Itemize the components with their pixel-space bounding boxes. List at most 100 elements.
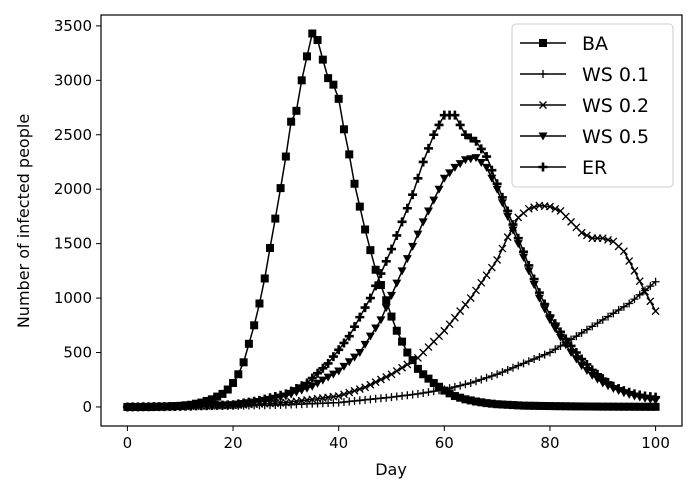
data-point-ws-0-5 [466, 155, 476, 164]
data-point-ws-0-5 [387, 291, 396, 300]
data-point-ws-0-5 [371, 324, 381, 333]
data-point-ba [419, 370, 428, 379]
data-point-ba [577, 402, 586, 411]
data-point-ba [514, 401, 523, 410]
data-point-ws-0-1 [408, 390, 417, 399]
data-point-ba [271, 214, 280, 223]
data-point-ba [318, 55, 327, 64]
data-point-ws-0-1 [477, 375, 486, 384]
data-point-er [497, 192, 507, 202]
data-point-ws-0-2 [403, 360, 412, 369]
data-point-ws-0-2 [445, 320, 454, 329]
data-point-ws-0-2 [641, 287, 649, 296]
data-point-er [614, 383, 624, 393]
data-point-ba [218, 389, 227, 398]
data-point-ws-0-5 [571, 355, 581, 364]
data-point-er [323, 358, 333, 368]
data-point-ba [276, 184, 285, 193]
data-point-ba [324, 74, 333, 83]
data-point-ws-0-2 [366, 380, 375, 389]
data-point-ws-0-1 [508, 363, 517, 372]
data-point-ba [487, 399, 496, 408]
data-point-ws-0-5 [350, 353, 360, 362]
data-point-ws-0-5 [413, 230, 423, 239]
legend-label: ER [582, 157, 607, 179]
data-point-er [482, 152, 492, 162]
data-point-ws-0-1 [551, 345, 560, 354]
data-point-ba [403, 348, 412, 357]
data-point-ws-0-2 [582, 231, 591, 240]
y-tick-label: 1500 [54, 235, 92, 253]
data-point-ws-0-2 [334, 392, 343, 401]
data-point-er [460, 130, 470, 140]
data-point-er [307, 373, 317, 383]
y-axis: 0 500 1000 1500 2000 2500 3000 3500 [54, 17, 101, 416]
data-point-ba [619, 402, 628, 411]
data-point-ws-0-1 [493, 370, 502, 379]
data-point-ws-0-1 [614, 306, 623, 315]
data-point-ba [466, 396, 475, 405]
data-point-ws-0-1 [535, 352, 544, 361]
data-point-er [471, 136, 481, 146]
data-point-er [313, 368, 323, 378]
data-point-ba [392, 326, 401, 335]
series-line-ws-0-1 [127, 281, 657, 408]
data-point-er [529, 274, 539, 284]
plot-area-frame [100, 14, 683, 427]
data-point-er [556, 327, 566, 337]
data-point-er [387, 244, 396, 254]
data-point-ws-0-1 [450, 382, 459, 391]
data-point-ba [281, 152, 290, 161]
legend-label: BA [582, 33, 608, 55]
data-point-ws-0-2 [577, 228, 586, 237]
data-point-ws-0-5 [323, 373, 333, 382]
data-point-ba [545, 402, 554, 411]
data-point-ws-0-1 [572, 332, 581, 341]
data-point-ba [250, 321, 259, 330]
data-point-ws-0-1 [582, 325, 591, 334]
data-point-ba [313, 36, 322, 45]
legend-label: WS 0.1 [582, 64, 649, 86]
data-point-ba [371, 265, 380, 274]
data-point-ba [635, 402, 644, 411]
data-point-ba [424, 374, 433, 383]
data-point-er [492, 179, 502, 189]
data-point-ba [498, 400, 507, 409]
data-point-ws-0-2 [450, 313, 459, 322]
data-point-ws-0-1 [503, 365, 512, 374]
data-point-ws-0-2 [487, 263, 496, 272]
data-point-ba [572, 402, 581, 411]
legend-item-ws-0-5: WS 0.5 [520, 126, 649, 148]
data-point-ba [482, 399, 491, 408]
data-point-ba [255, 299, 264, 308]
data-point-er [587, 365, 597, 375]
data-point-ws-0-5 [397, 267, 407, 276]
data-point-er [550, 319, 560, 329]
data-point-ba [297, 76, 306, 85]
data-point-er [651, 392, 661, 402]
legend-marker [539, 70, 547, 78]
legend-item-ba: BA [520, 33, 608, 55]
data-point-ws-0-5 [450, 163, 460, 172]
data-point-ws-0-1 [424, 388, 433, 397]
data-point-ws-0-1 [545, 348, 554, 357]
data-point-er [598, 374, 608, 384]
data-point-ba [207, 395, 216, 404]
data-point-ba [398, 337, 407, 346]
data-point-er [254, 395, 264, 405]
data-point-ws-0-5 [566, 349, 576, 358]
data-point-er [577, 354, 587, 364]
data-point-er [376, 269, 386, 279]
data-point-ba [503, 400, 512, 409]
data-point-ba [567, 402, 576, 411]
data-point-ba [630, 402, 639, 411]
data-point-ws-0-1 [440, 385, 449, 394]
data-point-ws-0-5 [381, 304, 391, 313]
data-point-ba [366, 246, 375, 255]
data-point-ws-0-1 [403, 391, 412, 400]
data-point-ba [213, 392, 222, 401]
data-point-ba [445, 389, 454, 398]
y-tick-label: 0 [82, 398, 92, 416]
data-point-er [381, 256, 391, 266]
data-point-ws-0-1 [398, 391, 407, 400]
